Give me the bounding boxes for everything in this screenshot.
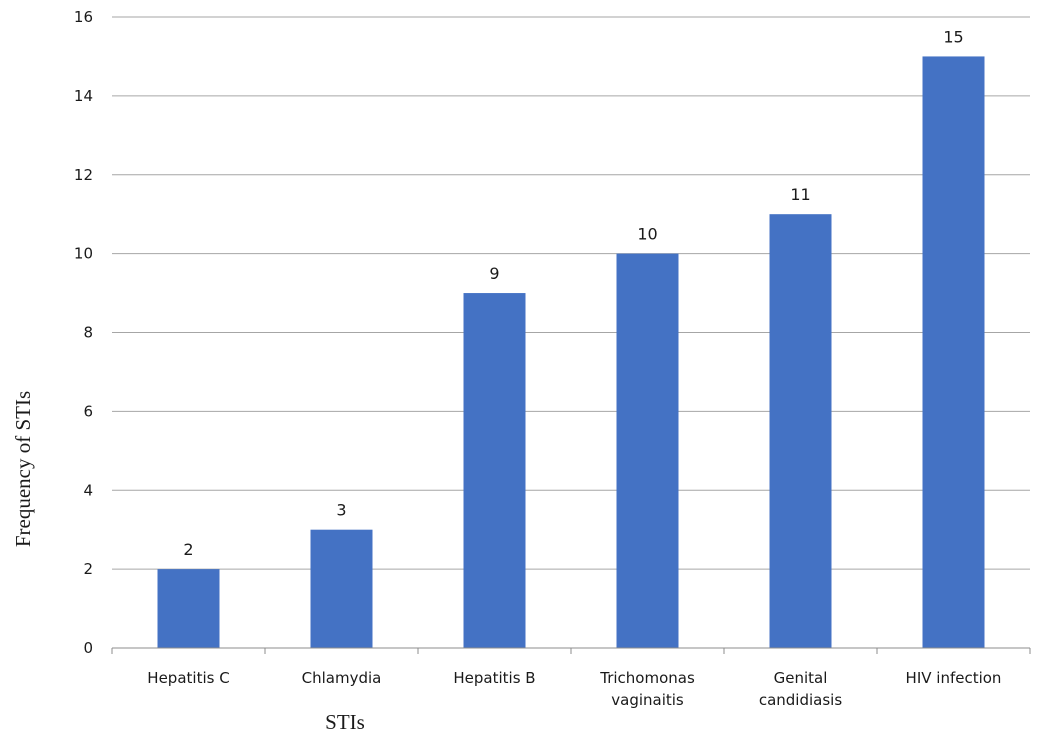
data-labels: 2 3 9 10 11 15	[183, 27, 963, 559]
bars	[157, 56, 985, 648]
data-label: 2	[183, 540, 193, 559]
data-label: 10	[637, 225, 657, 244]
bar	[310, 529, 373, 648]
y-axis-title: Frequency of STIs	[11, 391, 35, 547]
bar	[157, 569, 220, 648]
y-tick-label: 6	[83, 402, 93, 420]
gridlines	[112, 16, 1030, 570]
x-tick-label: vaginaitis	[611, 691, 684, 709]
y-tick-label: 14	[74, 87, 93, 105]
data-label: 15	[943, 27, 963, 46]
x-tick-label: Hepatitis B	[453, 669, 535, 687]
bar	[463, 293, 526, 648]
x-tick-label: Chlamydia	[302, 669, 382, 687]
x-tick-label: candidiasis	[759, 691, 842, 709]
x-axis	[111, 647, 1031, 654]
bar	[769, 214, 832, 648]
data-label: 3	[336, 501, 346, 520]
x-tick-label: Hepatitis C	[147, 669, 229, 687]
x-tick-label: HIV infection	[906, 669, 1002, 687]
x-tick-label: Genital	[774, 669, 828, 687]
y-tick-label: 10	[74, 245, 93, 263]
y-axis-ticks: 0 2 4 6 8 10 12 14 16	[74, 8, 93, 657]
y-tick-label: 0	[83, 639, 93, 657]
data-label: 11	[790, 185, 810, 204]
data-label: 9	[489, 264, 499, 283]
bar	[616, 253, 679, 648]
x-tick-label: Trichomonas	[599, 669, 695, 687]
y-tick-label: 16	[74, 8, 93, 26]
x-axis-title: STIs	[325, 710, 365, 734]
y-tick-label: 4	[83, 481, 93, 499]
y-tick-label: 2	[83, 560, 93, 578]
y-tick-label: 8	[83, 324, 93, 342]
x-axis-categories: Hepatitis C Chlamydia Hepatitis B Trichomon…	[147, 669, 1001, 709]
y-tick-label: 12	[74, 166, 93, 184]
bar	[922, 56, 985, 648]
